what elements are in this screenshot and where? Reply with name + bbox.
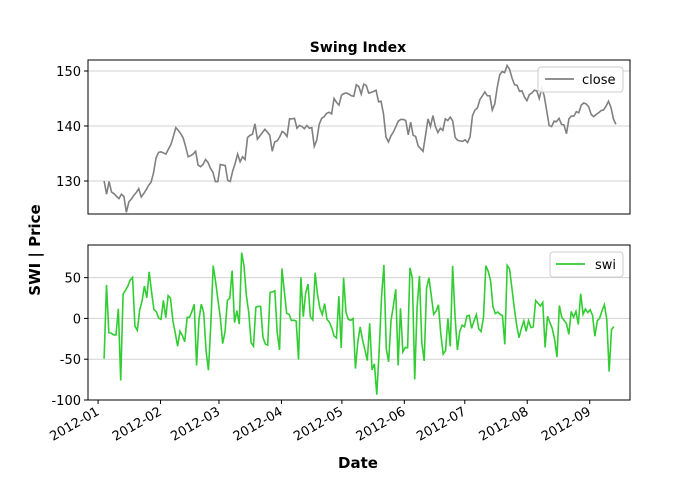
price-y-tick-label: 140 <box>56 120 81 135</box>
x-axis-title: Date <box>338 454 378 472</box>
close-legend: close <box>537 66 624 93</box>
date-x-axis: 2012-01 2012-02 2012-03 2012-04 2012-05 2012-… <box>48 400 594 445</box>
x-tick-label: 2012-09 <box>539 404 594 444</box>
x-tick-label: 2012-08 <box>477 404 532 444</box>
x-tick-label: 2012-07 <box>414 404 469 444</box>
x-tick-label: 2012-03 <box>168 404 223 444</box>
x-tick-label: 2012-02 <box>110 404 165 444</box>
close-legend-label: close <box>582 73 615 88</box>
swi-y-tick-label: -50 <box>60 353 81 368</box>
x-tick-label: 2012-04 <box>231 404 286 444</box>
x-tick-label: 2012-06 <box>354 404 409 444</box>
price-plot-frame <box>87 59 631 215</box>
price-y-tick-label: 130 <box>56 175 81 190</box>
swi-legend-label: swi <box>595 258 616 273</box>
swi-y-tick-label: 0 <box>73 312 81 327</box>
y-axis-title: SWI | Price <box>26 204 45 295</box>
price-y-tick-label: 150 <box>56 65 81 80</box>
chart-title: Swing Index <box>310 40 406 56</box>
swi-y-tick-label: 50 <box>64 272 81 287</box>
swi-y-tick-label: -100 <box>51 394 81 409</box>
swi-legend-box <box>549 251 624 278</box>
price-panel: 130 140 150 close <box>56 59 631 215</box>
swi-legend: swi <box>549 251 624 278</box>
price-y-axis: 130 140 150 <box>56 65 88 190</box>
x-tick-label: 2012-05 <box>291 404 346 444</box>
swi-series-line <box>103 252 615 395</box>
x-tick-label: 2012-01 <box>48 404 103 444</box>
close-legend-box <box>537 66 624 93</box>
close-series-line <box>103 63 617 213</box>
swi-plot-frame <box>87 244 631 401</box>
swi-y-axis: -100 -50 0 50 <box>51 272 88 409</box>
